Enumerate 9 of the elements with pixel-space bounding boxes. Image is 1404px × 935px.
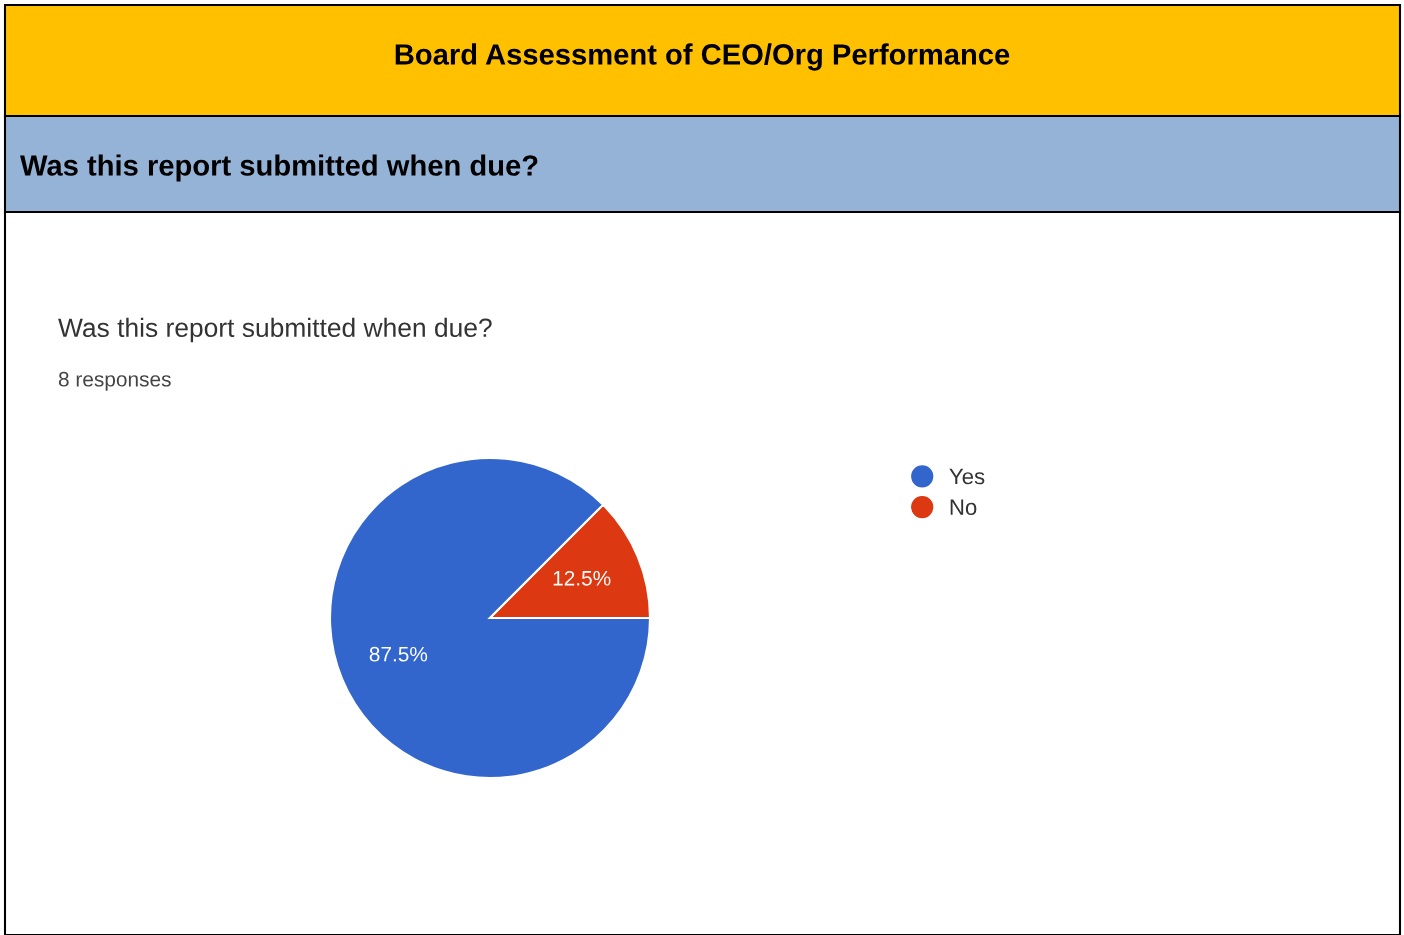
legend-label: Yes [949,468,985,485]
data-label: 87.5% [369,646,428,662]
text: 8 responses [58,371,171,391]
legend-label: No [950,499,977,516]
pie-slice [328,456,652,780]
text: Was this report submitted when due? [58,317,492,343]
chart-title: Board Assessment of CEO/Org Performance [395,43,1010,71]
chart-subtitle: Was this report submitted when due? [20,154,538,182]
data-label: 12.5% [553,570,611,586]
